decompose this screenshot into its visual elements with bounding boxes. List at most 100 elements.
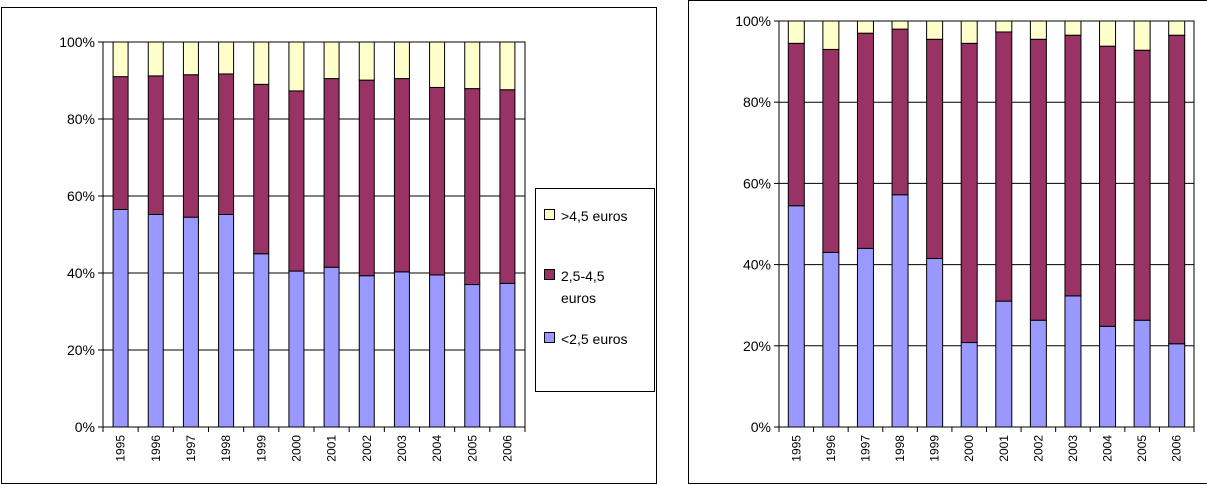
bar-segment — [112, 76, 129, 210]
bar-segment — [288, 270, 305, 428]
y-tick-label: 20% — [743, 338, 771, 354]
plot-area — [102, 41, 526, 428]
bar-segment — [891, 28, 909, 196]
bar-segment — [323, 266, 340, 428]
bar-segment — [499, 41, 516, 91]
y-tick-label: 60% — [67, 188, 95, 204]
x-tick-label: 2004 — [430, 435, 444, 462]
legend-swatch-low — [544, 332, 555, 343]
y-tick-label: 100% — [59, 34, 95, 50]
bar-segment — [1029, 38, 1047, 321]
bar-segment — [147, 213, 164, 428]
bar-segment — [253, 41, 270, 85]
plot-area — [778, 20, 1195, 428]
x-tick-label: 1995 — [789, 435, 803, 462]
y-tick-label: 80% — [67, 111, 95, 127]
x-tick-label: 2006 — [1170, 435, 1184, 462]
legend: >4,5 euros 2,5-4,5 euros <2,5 euros — [535, 188, 655, 392]
bar-segment — [926, 38, 944, 260]
bar-segment — [288, 90, 305, 272]
x-tick-label: 2001 — [997, 435, 1011, 462]
bar-segment — [1133, 20, 1151, 51]
legend-item-mid: 2,5-4,5 euros — [544, 265, 641, 309]
x-tick-label: 1998 — [219, 435, 233, 462]
bar-segment — [891, 20, 909, 30]
bar-segment — [147, 75, 164, 215]
x-tick-label: 1999 — [254, 435, 268, 462]
bar-segment — [253, 253, 270, 428]
x-tick-label: 2003 — [1066, 435, 1080, 462]
x-tick-label: 2001 — [325, 435, 339, 462]
bar-segment — [1168, 34, 1186, 345]
bar-segment — [1168, 343, 1186, 428]
x-tick-label: 2000 — [289, 435, 303, 462]
bar-segment — [218, 41, 235, 75]
bar-segment — [1064, 34, 1082, 297]
bar-segment — [393, 271, 410, 428]
bar-segment — [822, 48, 840, 253]
x-tick-label: 1997 — [858, 435, 872, 462]
bar-segment — [464, 284, 481, 428]
x-tick-label: 1999 — [928, 435, 942, 462]
legend-label-mid: 2,5-4,5 euros — [561, 268, 605, 306]
bar-segment — [253, 83, 270, 255]
x-tick-label: 1996 — [149, 435, 163, 462]
bar-segment — [499, 282, 516, 428]
bar-segment — [182, 216, 199, 428]
bar-segment — [429, 41, 446, 88]
bar-segment — [112, 208, 129, 428]
bar-segment — [358, 41, 375, 81]
bar-segment — [358, 275, 375, 428]
legend-item-low: <2,5 euros — [544, 328, 641, 350]
bar-segment — [429, 274, 446, 428]
legend-label-high: >4,5 euros — [561, 208, 628, 224]
x-tick-label: 2003 — [395, 435, 409, 462]
y-tick-label: 80% — [743, 94, 771, 110]
bar-segment — [182, 41, 199, 76]
chart-panel-right: 0% 20% 40% 60% 80% 100% 1995 1996 1997 1998 1999 20… — [688, 0, 1207, 484]
bar-segment — [182, 74, 199, 218]
bar-segment — [822, 251, 840, 428]
x-tick-label: 2006 — [500, 435, 514, 462]
bar-segment — [393, 41, 410, 80]
x-tick-label: 2002 — [1031, 435, 1045, 462]
bar-segment — [429, 86, 446, 276]
bar-segment — [499, 89, 516, 284]
x-tick-label: 2005 — [1135, 435, 1149, 462]
x-tick-label: 2000 — [962, 435, 976, 462]
legend-item-high: >4,5 euros — [544, 205, 641, 227]
chart-panel-left: 0% 20% 40% 60% 80% 100% 1995 1996 1997 1998 1999 20… — [1, 7, 657, 484]
x-tick-label: 2005 — [465, 435, 479, 462]
bar-segment — [147, 41, 164, 77]
bar-segment — [960, 20, 978, 44]
bar-segment — [323, 41, 340, 80]
bar-segment — [787, 205, 805, 428]
bar-segment — [1099, 45, 1117, 327]
legend-swatch-mid — [544, 269, 555, 280]
bar-segment — [464, 41, 481, 90]
bar-segment — [1133, 319, 1151, 428]
bar-segment — [358, 79, 375, 277]
bar-segment — [1168, 20, 1186, 36]
y-tick-label: 0% — [751, 419, 771, 435]
bar-segment — [995, 20, 1013, 33]
bar-segment — [926, 258, 944, 428]
bar-segment — [822, 20, 840, 50]
bar-segment — [1029, 20, 1047, 40]
y-tick-label: 40% — [743, 257, 771, 273]
bar-segment — [856, 32, 874, 249]
y-tick-label: 0% — [75, 419, 95, 435]
legend-label-low: <2,5 euros — [561, 331, 628, 347]
bar-segment — [960, 342, 978, 428]
legend-swatch-high — [544, 209, 555, 220]
chart-svg-right: 0% 20% 40% 60% 80% 100% 1995 1996 1997 1998 1999 20… — [735, 13, 1195, 462]
bar-segment — [960, 42, 978, 344]
bar-segment — [1099, 325, 1117, 428]
x-tick-label: 1997 — [184, 435, 198, 462]
bar-segment — [995, 31, 1013, 302]
bar-segment — [926, 20, 944, 40]
x-tick-label: 1996 — [824, 435, 838, 462]
bar-segment — [856, 20, 874, 34]
bar-segment — [393, 78, 410, 273]
bar-segment — [995, 300, 1013, 428]
